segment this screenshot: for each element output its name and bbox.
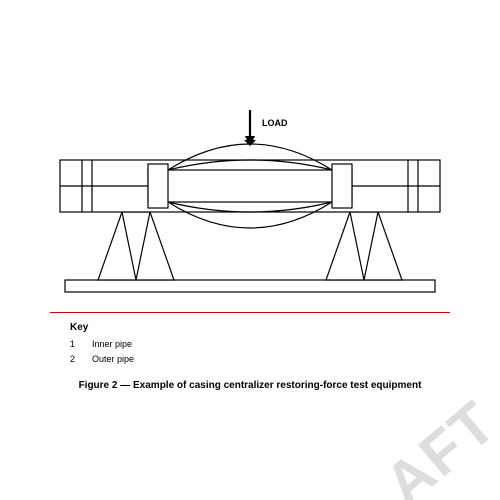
test-equipment-diagram: LOAD (50, 90, 450, 300)
key-row: 1 Inner pipe (70, 339, 134, 349)
draft-watermark: AFT (372, 387, 500, 500)
key-num: 2 (70, 354, 78, 364)
diagram-svg (50, 90, 450, 300)
red-divider (50, 312, 450, 313)
load-label: LOAD (262, 118, 288, 128)
key-label: Inner pipe (92, 339, 132, 349)
key-label: Outer pipe (92, 354, 134, 364)
key-row: 2 Outer pipe (70, 354, 134, 364)
key-title: Key (70, 322, 134, 333)
page: LOAD Key 1 Inner pipe 2 Outer pipe Figure 2… (0, 0, 500, 500)
key-num: 1 (70, 339, 78, 349)
key-block: Key 1 Inner pipe 2 Outer pipe (70, 322, 134, 369)
figure-caption: Figure 2 — Example of casing centralizer… (0, 380, 500, 391)
